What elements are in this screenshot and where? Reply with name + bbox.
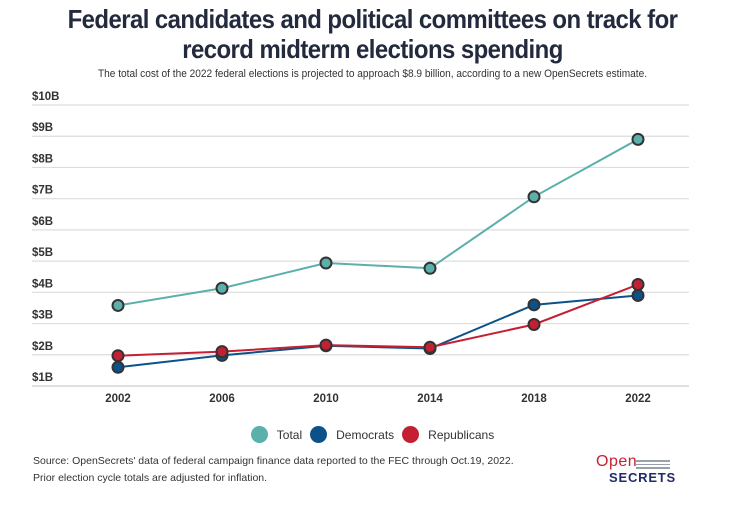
chart-subtitle: The total cost of the 2022 federal elect… — [97, 68, 648, 80]
legend-label-republicans: Republicans — [428, 427, 495, 442]
y-tick-label: $2B — [32, 341, 53, 353]
chart-title-line-2: record midterm elections spending — [182, 34, 563, 64]
gridlines — [32, 104, 689, 387]
series-line-total — [117, 138, 639, 307]
data-point-total-2018[interactable] — [527, 190, 541, 204]
legend-swatch-total — [250, 426, 268, 443]
data-point-democrats-2018[interactable] — [527, 298, 541, 312]
x-tick-label: 2010 — [313, 393, 339, 405]
y-tick-label: $5B — [32, 247, 53, 259]
series-points — [111, 132, 645, 374]
legend: Total Democrats Republicans — [0, 426, 745, 443]
data-point-total-2006[interactable] — [215, 281, 229, 295]
chart-title: Federal candidates and political committ… — [30, 4, 715, 64]
data-point-democrats-2022[interactable] — [631, 288, 645, 302]
y-tick-label: $8B — [32, 153, 53, 165]
series-lines — [117, 138, 639, 369]
legend-label-total: Total — [276, 427, 303, 442]
data-point-total-2022[interactable] — [631, 132, 645, 146]
x-tick-label: 2014 — [417, 393, 443, 405]
x-tick-label: 2022 — [625, 393, 651, 405]
source-line-1: Source: OpenSecrets' data of federal cam… — [33, 455, 514, 467]
x-tick-label: 2006 — [209, 393, 235, 405]
series-line-democrats — [117, 294, 639, 369]
source-line-2: Prior election cycle totals are adjusted… — [33, 472, 268, 484]
legend-item-democrats[interactable]: Democrats — [310, 426, 394, 443]
x-axis-labels: 2002 2006 2010 2014 2018 2022 — [105, 393, 651, 405]
data-point-republicans-2010[interactable] — [319, 338, 333, 352]
data-point-total-2014[interactable] — [423, 261, 437, 275]
x-tick-label: 2002 — [105, 393, 131, 405]
opensecrets-logo[interactable]: Open SECRETS — [596, 453, 686, 487]
data-point-total-2002[interactable] — [111, 298, 125, 312]
y-tick-label: $4B — [32, 278, 53, 290]
y-tick-label: $7B — [32, 185, 53, 197]
data-point-republicans-2022[interactable] — [631, 278, 645, 292]
data-point-republicans-2002[interactable] — [111, 349, 125, 363]
data-point-republicans-2006[interactable] — [215, 345, 229, 359]
y-tick-label: $3B — [32, 310, 53, 322]
data-point-republicans-2014[interactable] — [423, 340, 437, 354]
x-tick-label: 2018 — [521, 393, 547, 405]
legend-label-democrats: Democrats — [336, 427, 395, 442]
y-tick-label: $9B — [32, 122, 53, 134]
data-point-republicans-2018[interactable] — [527, 317, 541, 331]
logo-tagline-graphic — [636, 460, 670, 471]
y-axis-labels: $1B $2B $3B $4B $5B $6B $7B $8B $9B $10B — [32, 91, 60, 384]
logo-secrets-text: SECRETS — [609, 470, 677, 485]
legend-item-republicans[interactable]: Republicans — [402, 426, 494, 443]
legend-swatch-democrats — [310, 426, 328, 443]
y-tick-label: $10B — [32, 91, 60, 103]
y-tick-label: $1B — [32, 372, 53, 384]
legend-item-total[interactable]: Total — [250, 426, 303, 443]
chart-title-line-1: Federal candidates and political committ… — [67, 4, 678, 34]
legend-swatch-republicans — [402, 426, 420, 443]
data-point-democrats-2002[interactable] — [111, 360, 125, 374]
series-line-republicans — [117, 283, 639, 357]
source-note: Source: OpenSecrets' data of federal cam… — [33, 453, 514, 487]
logo-open-text: Open — [596, 453, 638, 470]
data-point-total-2010[interactable] — [319, 256, 333, 270]
y-tick-label: $6B — [32, 216, 53, 228]
line-chart: $1B $2B $3B $4B $5B $6B $7B $8B $9B $10B 2002 2006… — [32, 91, 689, 405]
